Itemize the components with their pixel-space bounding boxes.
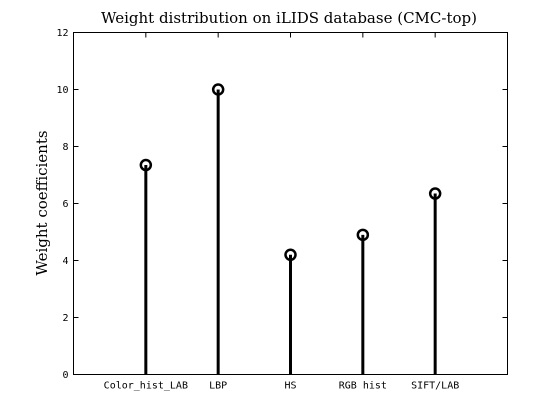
stem-marker [356, 228, 370, 242]
stem-marker [428, 187, 442, 200]
y-tick-label: 2 [62, 313, 68, 324]
stem-marker [211, 83, 225, 96]
y-tick-label: 12 [56, 28, 68, 39]
y-tick-label: 10 [56, 85, 68, 96]
data-series [139, 83, 442, 375]
x-tick-label: HS [284, 381, 296, 392]
y-tick-label: 0 [62, 370, 68, 381]
chart-title: Weight distribution on iLIDS database (C… [101, 9, 477, 27]
x-tick-label: LBP [209, 381, 227, 392]
stem-marker [139, 158, 153, 172]
stem-marker [284, 248, 297, 262]
x-tick-label: Color_hist_LAB [104, 381, 188, 392]
y-axis-label: Weight coefficients [33, 130, 51, 275]
y-tick-label: 8 [62, 142, 68, 153]
x-tick-label: SIFT/LAB [411, 381, 459, 392]
y-tick-label: 4 [62, 256, 68, 267]
x-axis: Color_hist_LAB LBP HS RGB hist SIFT/LAB [104, 32, 459, 392]
y-axis: 0 2 4 6 8 10 12 [56, 28, 508, 381]
y-tick-label: 6 [62, 199, 68, 210]
x-tick-label: RGB hist [339, 381, 387, 392]
plot-area: 0 2 4 6 8 10 12 Color_hist_LAB LBP HS RGB hist SIF… [56, 28, 508, 392]
